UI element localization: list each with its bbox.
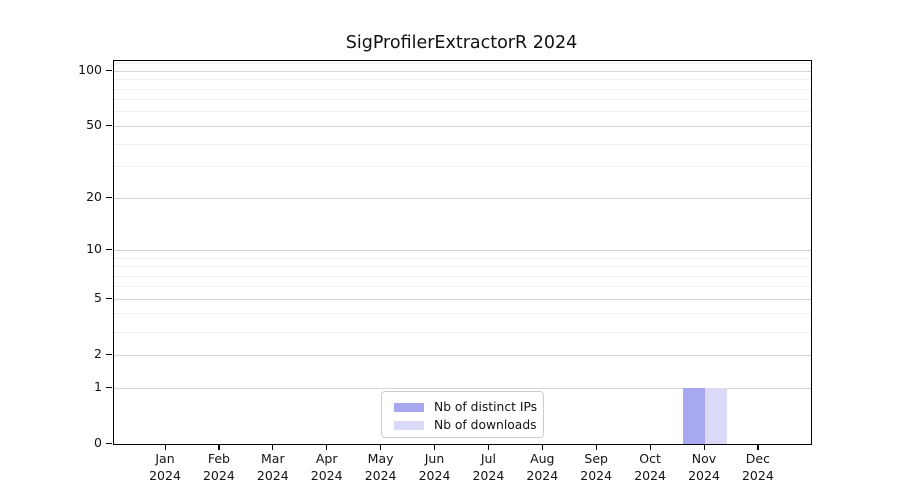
major-gridline (114, 249, 811, 251)
y-tick-label: 2 (94, 346, 102, 362)
y-tick-label: 5 (94, 290, 102, 306)
minor-gridline (114, 257, 811, 259)
legend: Nb of distinct IPs Nb of downloads (381, 391, 544, 438)
x-tick-mark (380, 444, 382, 450)
x-tick-label: Mar 2024 (243, 451, 303, 484)
x-tick-year: 2024 (310, 467, 343, 483)
major-gridline (114, 125, 811, 127)
minor-gridline (114, 313, 811, 315)
x-tick-year: 2024 (580, 467, 613, 483)
x-tick-year: 2024 (688, 467, 720, 483)
x-tick-mark (326, 444, 328, 450)
x-tick-label: Feb 2024 (189, 451, 249, 484)
major-gridline (114, 70, 811, 72)
y-tick-label: 10 (86, 241, 102, 257)
legend-swatch-downloads (394, 420, 424, 430)
x-tick-year: 2024 (364, 467, 397, 483)
x-tick-year: 2024 (472, 467, 505, 483)
x-tick-mark (272, 444, 274, 450)
x-tick-label: Jan 2024 (135, 451, 195, 484)
plot-area: Nb of distinct IPs Nb of downloads (113, 60, 812, 445)
x-tick-label: Aug 2024 (512, 451, 572, 484)
x-tick-mark (703, 444, 705, 450)
x-tick-label: Nov 2024 (674, 451, 734, 484)
x-tick-year: 2024 (149, 467, 181, 483)
minor-gridline (114, 63, 811, 65)
x-tick-year: 2024 (526, 467, 559, 483)
y-tick-label: 1 (94, 379, 102, 394)
minor-gridline (114, 286, 811, 288)
minor-gridline (114, 88, 811, 90)
x-tick-label: Jul 2024 (458, 451, 518, 484)
y-tick-label: 50 (86, 117, 102, 133)
x-tick-mark (434, 444, 436, 450)
minor-gridline (114, 275, 811, 277)
x-tick-year: 2024 (418, 467, 451, 483)
y-tick-mark (106, 124, 112, 127)
x-tick-year: 2024 (256, 467, 289, 483)
y-tick-mark (106, 196, 112, 198)
x-tick-mark (164, 444, 166, 450)
y-tick-mark (106, 248, 112, 250)
bar-downloads (705, 388, 727, 444)
major-gridline (114, 387, 811, 389)
y-tick-mark (106, 442, 112, 444)
y-tick-mark (106, 353, 112, 355)
y-tick-label: 0 (94, 435, 102, 450)
x-tick-label: Oct 2024 (620, 451, 680, 484)
x-tick-mark (218, 444, 220, 450)
x-tick-mark (649, 444, 651, 450)
major-gridline (114, 197, 811, 199)
legend-label-distinct-ips: Nb of distinct IPs (434, 400, 538, 414)
bar-distinct-ips (683, 388, 705, 444)
x-tick-year: 2024 (741, 467, 774, 483)
x-tick-label: Dec 2024 (728, 451, 788, 484)
x-tick-label: May 2024 (351, 451, 411, 484)
minor-gridline (114, 79, 811, 81)
minor-gridline (114, 166, 811, 168)
y-tick-mark (106, 69, 112, 71)
legend-label-downloads: Nb of downloads (434, 418, 537, 432)
x-tick-year: 2024 (202, 467, 235, 483)
x-tick-year: 2024 (634, 467, 666, 483)
x-tick-mark (541, 444, 543, 450)
y-tick-label: 20 (86, 189, 102, 205)
y-tick-label: 100 (78, 62, 102, 78)
x-tick-label: Apr 2024 (297, 451, 357, 484)
x-tick-mark (595, 444, 597, 450)
minor-gridline (114, 331, 811, 333)
y-tick-mark (106, 386, 112, 388)
minor-gridline (114, 143, 811, 145)
x-tick-mark (487, 444, 490, 450)
x-tick-label: Sep 2024 (566, 451, 626, 484)
minor-gridline (114, 99, 811, 101)
minor-gridline (114, 266, 811, 267)
legend-swatch-distinct-ips (394, 402, 424, 412)
legend-row-distinct-ips: Nb of distinct IPs (394, 398, 543, 416)
major-gridline (114, 354, 811, 356)
x-tick-label: Jun 2024 (405, 451, 465, 484)
x-tick-mark (757, 444, 759, 450)
y-tick-mark (106, 297, 112, 299)
chart-title: SigProfilerExtractorR 2024 (345, 33, 578, 53)
major-gridline (114, 298, 811, 300)
minor-gridline (114, 111, 811, 113)
legend-row-downloads: Nb of downloads (394, 416, 543, 434)
